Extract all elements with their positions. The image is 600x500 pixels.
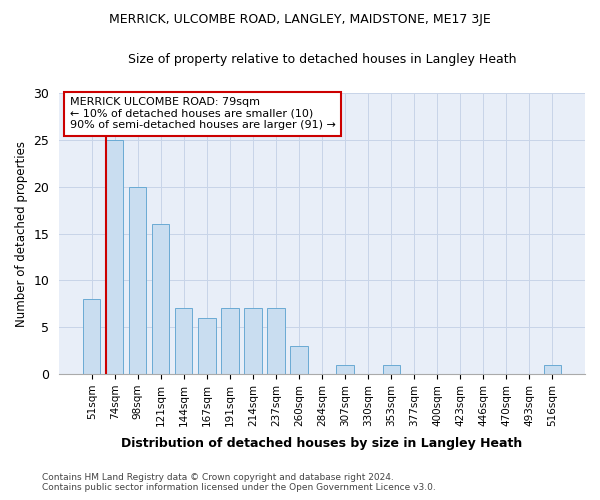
Bar [152, 224, 169, 374]
Text: MERRICK ULCOMBE ROAD: 79sqm
← 10% of detached houses are smaller (10)
90% of sem: MERRICK ULCOMBE ROAD: 79sqm ← 10% of det… [70, 98, 335, 130]
Bar [83, 299, 100, 374]
Text: Contains HM Land Registry data © Crown copyright and database right 2024.
Contai: Contains HM Land Registry data © Crown c… [42, 473, 436, 492]
Bar [221, 308, 239, 374]
Bar [244, 308, 262, 374]
Bar [337, 364, 354, 374]
Bar [268, 308, 284, 374]
X-axis label: Distribution of detached houses by size in Langley Heath: Distribution of detached houses by size … [121, 437, 523, 450]
Bar [106, 140, 124, 374]
Bar [198, 318, 215, 374]
Title: Size of property relative to detached houses in Langley Heath: Size of property relative to detached ho… [128, 52, 517, 66]
Bar [383, 364, 400, 374]
Text: MERRICK, ULCOMBE ROAD, LANGLEY, MAIDSTONE, ME17 3JE: MERRICK, ULCOMBE ROAD, LANGLEY, MAIDSTON… [109, 12, 491, 26]
Bar [129, 186, 146, 374]
Y-axis label: Number of detached properties: Number of detached properties [15, 140, 28, 326]
Bar [175, 308, 193, 374]
Bar [290, 346, 308, 374]
Bar [544, 364, 561, 374]
